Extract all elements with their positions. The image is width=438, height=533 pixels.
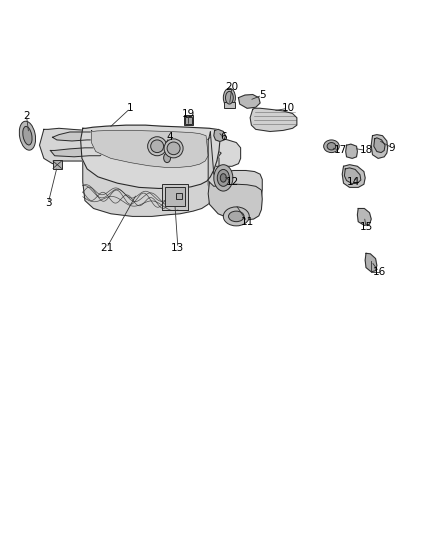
Bar [184, 115, 193, 125]
Bar [224, 102, 235, 108]
Text: 12: 12 [225, 177, 239, 187]
Ellipse shape [223, 88, 236, 107]
Polygon shape [208, 132, 262, 208]
Bar [185, 117, 192, 124]
Text: 10: 10 [282, 103, 295, 114]
Ellipse shape [164, 153, 170, 163]
Ellipse shape [226, 91, 233, 104]
Text: 17: 17 [333, 146, 347, 156]
Bar [165, 188, 185, 206]
Text: 5: 5 [259, 90, 265, 100]
Bar [176, 192, 182, 199]
Polygon shape [83, 140, 219, 216]
Polygon shape [371, 135, 388, 158]
Text: 13: 13 [171, 243, 184, 253]
Polygon shape [357, 208, 371, 225]
Text: 21: 21 [100, 243, 113, 253]
Ellipse shape [151, 140, 164, 152]
Polygon shape [342, 165, 365, 188]
Text: 16: 16 [372, 267, 385, 277]
Bar [53, 160, 62, 169]
Text: 18: 18 [360, 146, 373, 156]
Polygon shape [81, 125, 220, 189]
Polygon shape [344, 168, 361, 184]
Ellipse shape [220, 174, 226, 182]
Ellipse shape [229, 211, 244, 222]
Polygon shape [85, 146, 221, 174]
Text: 3: 3 [45, 198, 52, 208]
Polygon shape [250, 108, 297, 132]
Bar [162, 184, 188, 209]
Text: 2: 2 [23, 111, 30, 121]
Ellipse shape [148, 137, 167, 156]
Polygon shape [238, 94, 260, 108]
Polygon shape [365, 253, 377, 272]
Text: 15: 15 [360, 222, 373, 232]
Polygon shape [50, 148, 104, 157]
Polygon shape [208, 182, 262, 220]
Ellipse shape [324, 140, 339, 152]
Text: 4: 4 [166, 132, 173, 142]
Polygon shape [83, 128, 240, 174]
Ellipse shape [23, 126, 32, 145]
Ellipse shape [19, 121, 35, 150]
Ellipse shape [223, 207, 249, 226]
Text: 19: 19 [182, 109, 195, 118]
Ellipse shape [214, 165, 233, 191]
Polygon shape [374, 138, 385, 152]
Ellipse shape [167, 142, 180, 155]
Text: 20: 20 [226, 82, 239, 92]
Text: 11: 11 [240, 217, 254, 227]
Ellipse shape [217, 169, 230, 187]
Ellipse shape [327, 142, 336, 150]
Polygon shape [39, 128, 139, 164]
Polygon shape [214, 130, 226, 141]
Text: 9: 9 [389, 143, 395, 153]
Polygon shape [346, 144, 357, 158]
Polygon shape [53, 132, 102, 141]
Polygon shape [92, 131, 208, 167]
Text: 1: 1 [127, 103, 134, 114]
Ellipse shape [164, 139, 183, 158]
Text: 14: 14 [346, 177, 360, 187]
Text: 6: 6 [220, 132, 226, 142]
